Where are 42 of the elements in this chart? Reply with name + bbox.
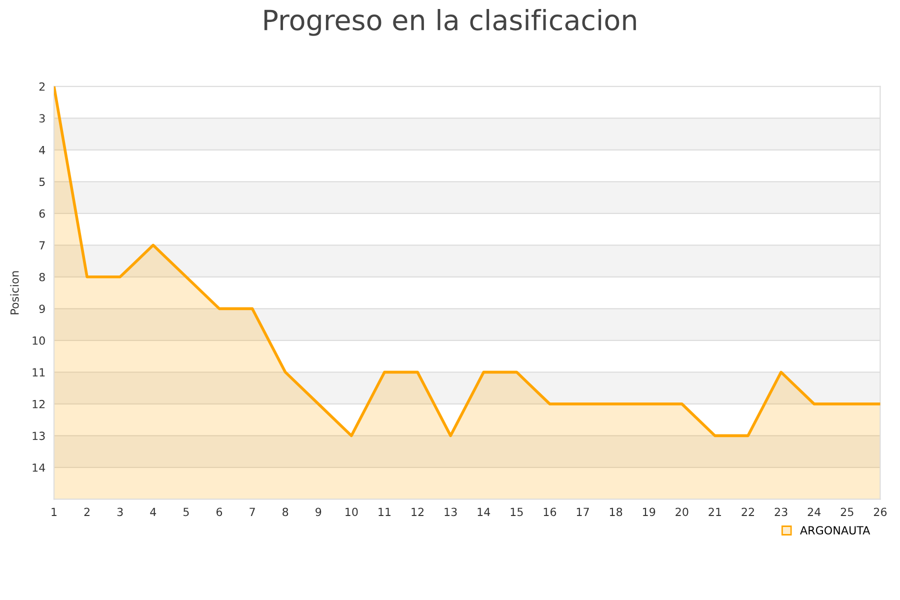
y-tick-label: 4 (39, 146, 46, 154)
x-tick-label: 8 (282, 508, 288, 516)
x-tick-label: 19 (643, 508, 656, 516)
x-tick-label: 17 (576, 508, 589, 516)
x-tick-label: 9 (316, 508, 322, 516)
chart-title: Progreso en la clasificacion (264, 9, 636, 36)
x-tick-label: 21 (708, 508, 722, 516)
y-tick-label: 9 (39, 304, 45, 314)
x-tick-label: 25 (840, 508, 854, 516)
x-tick-label: 3 (117, 508, 123, 516)
x-tick-label: 12 (412, 508, 424, 516)
x-tick-label: 16 (544, 508, 556, 516)
x-tick-label: 23 (774, 508, 788, 516)
y-tick-label: 10 (32, 336, 45, 345)
y-tick-label: 7 (40, 241, 45, 250)
x-tick-label: 18 (610, 508, 622, 516)
x-tick-label: 10 (346, 508, 358, 516)
y-tick-label: 8 (39, 272, 45, 282)
x-tick-label: 22 (742, 508, 754, 516)
y-tick-label: 12 (32, 400, 45, 408)
x-tick-label: 11 (378, 508, 391, 516)
x-tick-label: 26 (874, 508, 887, 516)
y-tick-label: 6 (39, 209, 45, 218)
x-tick-label: 14 (478, 508, 490, 516)
x-tick-label: 7 (250, 508, 255, 516)
y-tick-label: 13 (32, 432, 45, 440)
y-axis-title: Posicion (10, 271, 19, 314)
legend-label: ARGONAUTA (800, 526, 870, 535)
x-tick-label: 20 (676, 508, 688, 516)
x-tick-label: 4 (150, 508, 156, 516)
y-tick-label: 11 (32, 368, 45, 376)
y-tick-label: 5 (39, 178, 45, 186)
x-tick-label: 5 (184, 508, 189, 516)
x-tick-label: 2 (84, 508, 90, 516)
x-tick-label: 15 (510, 508, 523, 516)
x-tick-label: 13 (444, 508, 457, 516)
y-tick-label: 14 (32, 464, 46, 472)
x-tick-label: 6 (216, 508, 222, 516)
x-tick-label: 24 (808, 508, 821, 516)
y-tick-label: 3 (39, 114, 45, 123)
x-tick-label: 1 (52, 508, 57, 516)
y-tick-label: 2 (39, 82, 45, 91)
